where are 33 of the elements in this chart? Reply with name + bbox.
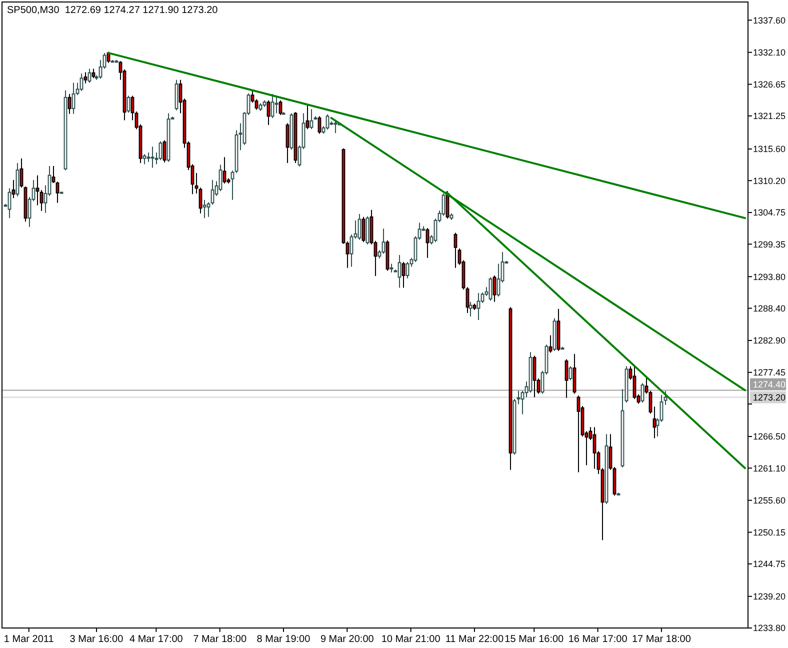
y-tick-label: 1326.65 <box>753 79 786 90</box>
y-tick-label: 1282.90 <box>753 336 786 346</box>
x-tick-label: 16 Mar 17:00 <box>568 634 628 645</box>
y-tick-label: 1315.60 <box>753 144 786 154</box>
y-tick-label: 1239.20 <box>753 592 786 602</box>
ref-line-label: 1273.20 <box>753 392 786 402</box>
y-tick-label: 1304.75 <box>753 208 786 218</box>
x-tick-label: 11 Mar 22:00 <box>445 634 504 645</box>
x-tick-label: 7 Mar 18:00 <box>193 634 247 645</box>
y-tick-label: 1299.35 <box>753 239 786 250</box>
x-tick-label: 4 Mar 17:00 <box>129 634 184 645</box>
x-tick-label: 3 Mar 16:00 <box>70 634 124 645</box>
x-tick-label: 17 Mar 18:00 <box>632 634 692 645</box>
y-tick-label: 1288.40 <box>753 303 786 314</box>
y-tick-label: 1266.50 <box>753 432 786 442</box>
y-tick-label: 1277.45 <box>753 368 786 378</box>
x-tick-label: 15 Mar 16:00 <box>504 634 564 645</box>
y-tick-label: 1321.25 <box>753 111 786 122</box>
x-tick-label: 9 Mar 20:00 <box>320 634 374 645</box>
y-tick-label: 1310.20 <box>753 176 786 186</box>
x-tick-label: 10 Mar 21:00 <box>381 634 441 645</box>
x-tick-label: 8 Mar 19:00 <box>256 634 311 645</box>
y-tick-label: 1244.75 <box>753 559 786 570</box>
y-tick-label: 1233.80 <box>753 623 786 634</box>
y-tick-label: 1337.60 <box>753 15 786 26</box>
y-tick-label: 1293.80 <box>753 272 786 282</box>
y-tick-label: 1261.10 <box>753 463 786 474</box>
y-tick-label: 1250.15 <box>753 527 786 538</box>
y-tick-label: 1332.10 <box>753 48 786 58</box>
y-tick-label: 1255.60 <box>753 495 786 506</box>
x-tick-label: 1 Mar 2011 <box>4 634 54 645</box>
ref-line-label: 1274.40 <box>753 379 786 390</box>
chart-title: SP500,M30 1272.69 1274.27 1271.90 1273.20 <box>7 5 218 16</box>
